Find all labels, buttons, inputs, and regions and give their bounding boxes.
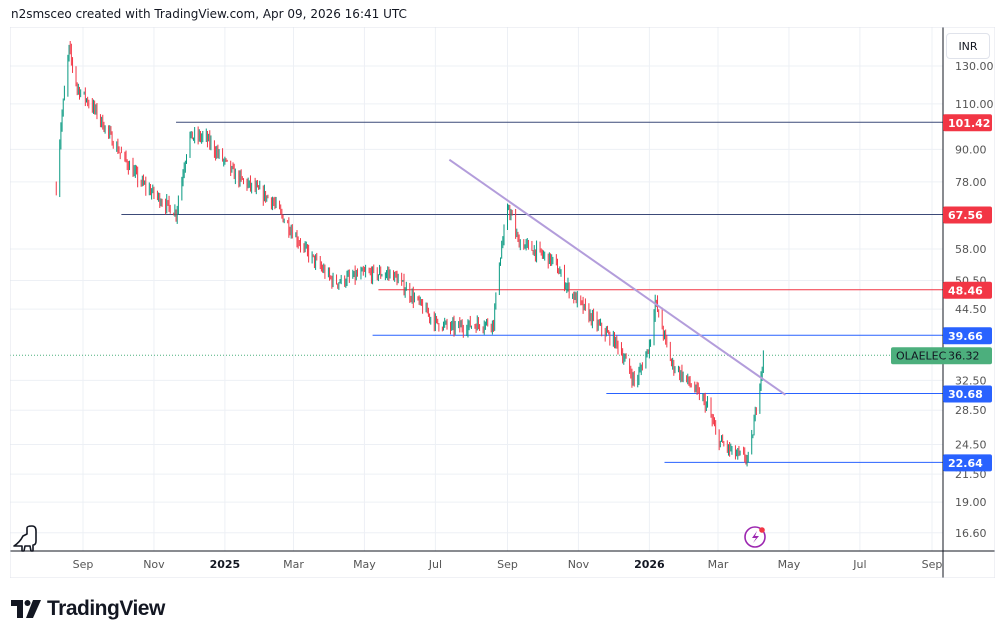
currency-button[interactable]: INR: [946, 33, 990, 59]
price-level-badge: [943, 206, 992, 224]
price-level-label: 22.64: [948, 457, 983, 470]
time-tick-label: 2026: [634, 558, 665, 571]
chart-attribution: n2smsceo created with TradingView.com, A…: [11, 7, 407, 21]
lightning-event-icon[interactable]: [744, 526, 766, 548]
price-tick-label: 19.00: [955, 496, 987, 509]
price-tick-label: 28.50: [955, 404, 987, 417]
trendline: [448, 158, 787, 396]
chart-frame[interactable]: 130.00 110.00 90.00 78.00 58.00 50.50 44.50 32.…: [9, 26, 996, 579]
time-tick-label: May: [353, 558, 376, 571]
price-level-label: 67.56: [948, 209, 983, 222]
price-tick-label: 90.00: [955, 143, 987, 156]
price-level-label: 48.46: [948, 284, 983, 297]
price-level-badge: [943, 281, 992, 299]
time-tick-label: Nov: [143, 558, 165, 571]
price-level-badge: [943, 114, 992, 132]
tradingview-dino-icon[interactable]: [13, 525, 37, 552]
time-tick-label: 2025: [210, 558, 241, 571]
price-tick-label: 16.60: [955, 527, 987, 540]
trendline: [448, 158, 787, 396]
grid-lines: [10, 27, 995, 578]
price-level-label: 30.68: [948, 388, 983, 401]
time-tick-label: Mar: [708, 558, 729, 571]
time-tick-label: Jul: [852, 558, 866, 571]
last-price-badge: [891, 347, 992, 365]
price-tick-label: 24.50: [955, 438, 987, 451]
time-tick-label: Sep: [73, 558, 94, 571]
price-level-label: 101.42: [948, 117, 990, 130]
tradingview-logo[interactable]: TradingView: [11, 597, 165, 621]
candles: [55, 41, 764, 467]
price-tick-label: 78.00: [955, 176, 987, 189]
price-tick-label: 44.50: [955, 303, 987, 316]
price-tick-label: 58.00: [955, 243, 987, 256]
price-axis[interactable]: 130.00110.0090.0078.0058.0050.5044.5032.…: [891, 27, 995, 578]
time-tick-label: Sep: [497, 558, 518, 571]
price-level-badge: [943, 454, 992, 472]
price-tick-label: 110.00: [955, 98, 994, 111]
price-chart[interactable]: 130.00110.0090.0078.0058.0050.5044.5032.…: [9, 26, 996, 579]
price-level-badge: [943, 385, 992, 403]
last-price-label: 36.32: [948, 350, 980, 363]
time-tick-label: Nov: [568, 558, 590, 571]
time-tick-label: Sep: [922, 558, 943, 571]
price-level-label: 39.66: [948, 330, 983, 343]
horizontal-levels: [10, 121, 943, 463]
time-tick-label: May: [778, 558, 801, 571]
price-tick-label: 130.00: [955, 60, 994, 73]
tradingview-logo-icon: [11, 600, 41, 618]
symbol-label: OLAELEC: [896, 350, 947, 363]
price-level-badge: [943, 327, 992, 345]
time-tick-label: Mar: [283, 558, 304, 571]
brand-name: TradingView: [47, 597, 165, 620]
time-tick-label: Jul: [428, 558, 442, 571]
price-tick-label: 32.50: [955, 374, 987, 387]
chart-background: [10, 27, 995, 578]
